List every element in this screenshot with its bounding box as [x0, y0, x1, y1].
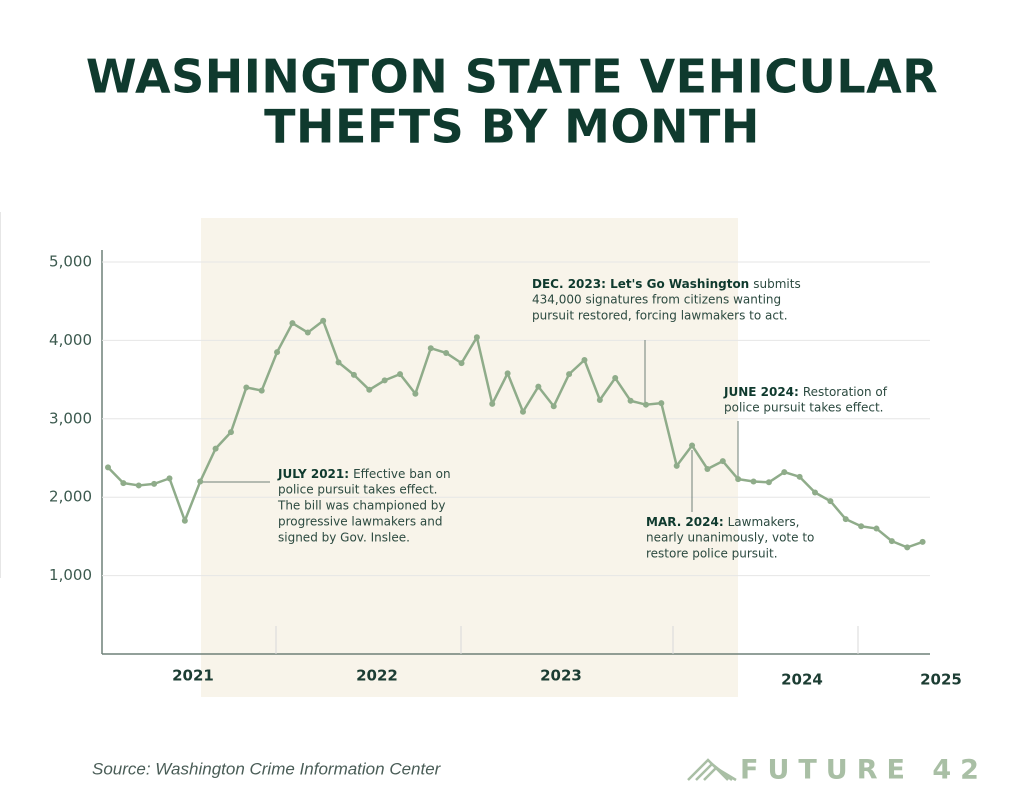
- point: [397, 371, 404, 378]
- chart-title: THEFTS BY MONTH: [264, 100, 760, 154]
- point: [535, 383, 542, 390]
- annotation-bold: JULY 2021:: [277, 467, 349, 481]
- point: [135, 482, 142, 489]
- point: [873, 525, 880, 532]
- point: [673, 462, 680, 469]
- point: [258, 387, 265, 394]
- point: [427, 345, 434, 352]
- point: [612, 375, 619, 382]
- point: [504, 370, 511, 377]
- point: [412, 390, 419, 397]
- annotation: progressive lawmakers and: [278, 515, 442, 529]
- point: [919, 538, 926, 545]
- annotation-text: submits: [753, 277, 800, 291]
- annotation: police pursuit takes effect.: [278, 483, 437, 497]
- point: [197, 478, 204, 485]
- point: [335, 359, 342, 366]
- y-tick-label: 5,000: [49, 253, 92, 271]
- point: [289, 320, 296, 327]
- annotation: JULY 2021: Effective ban on: [277, 467, 451, 481]
- point: [750, 478, 757, 485]
- annotation: pursuit restored, forcing lawmakers to a…: [532, 309, 788, 323]
- x-tick-label: 2022: [356, 667, 398, 685]
- point: [888, 538, 895, 545]
- annotation: The bill was championed by: [277, 499, 445, 513]
- point: [781, 469, 788, 476]
- x-tick-label: 2025: [920, 671, 962, 689]
- logo-peak: [687, 758, 729, 781]
- annotation: nearly unanimously, vote to: [646, 531, 814, 545]
- point: [827, 498, 834, 505]
- point: [212, 445, 219, 452]
- y-tick-label: 1,000: [49, 566, 92, 584]
- annotation-text: Effective ban on: [353, 467, 451, 481]
- point: [105, 464, 111, 471]
- point: [320, 317, 327, 324]
- point: [304, 329, 311, 336]
- point: [596, 396, 603, 403]
- point: [904, 544, 911, 551]
- x-tick-label: 2024: [781, 671, 823, 689]
- annotation: DEC. 2023: Let's Go Washington submits: [532, 277, 801, 291]
- annotation-bold: MAR. 2024:: [646, 515, 724, 529]
- point: [443, 349, 450, 356]
- point: [350, 371, 357, 378]
- annotation-bold: DEC. 2023: Let's Go Washington: [532, 277, 749, 291]
- logo-peak: [703, 766, 737, 782]
- point: [473, 334, 480, 341]
- annotation: JUNE 2024: Restoration of: [723, 385, 888, 399]
- y-tick-label: 3,000: [49, 409, 92, 427]
- y-tick-label: 4,000: [49, 331, 92, 349]
- point: [735, 476, 742, 483]
- point: [181, 517, 188, 524]
- annotation: police pursuit takes effect.: [724, 401, 883, 415]
- point: [704, 465, 711, 472]
- brand: FUTURE 42: [740, 755, 988, 786]
- annotation-bold: JUNE 2024:: [723, 385, 799, 399]
- highlight-period: [201, 218, 738, 697]
- point: [550, 403, 557, 410]
- point: [458, 360, 465, 367]
- chart-title: WASHINGTON STATE VEHICULAR: [86, 50, 938, 104]
- point: [796, 473, 803, 480]
- annotation: 434,000 signatures from citizens wanting: [532, 293, 781, 307]
- point: [842, 516, 849, 523]
- annotation: MAR. 2024: Lawmakers,: [646, 515, 799, 529]
- point: [627, 397, 634, 404]
- annotation-text: Lawmakers,: [728, 515, 800, 529]
- point: [381, 377, 388, 384]
- year-dividers: [275, 626, 859, 654]
- point: [719, 458, 726, 465]
- point: [519, 408, 526, 415]
- point: [658, 400, 665, 407]
- point: [243, 384, 250, 391]
- logo-icon: [687, 758, 737, 782]
- point: [812, 489, 819, 496]
- point: [489, 400, 496, 407]
- source: Source: Washington Crime Information Cen…: [92, 759, 442, 778]
- point: [642, 401, 649, 408]
- point: [227, 429, 234, 436]
- annotation: restore police pursuit.: [646, 547, 778, 561]
- point: [689, 442, 696, 449]
- point: [765, 479, 772, 486]
- point: [120, 480, 127, 487]
- x-tick-label: 2021: [172, 667, 214, 685]
- y-tick-label: 2,000: [49, 488, 92, 506]
- point: [858, 523, 865, 530]
- point: [166, 475, 173, 482]
- point: [366, 386, 373, 393]
- annotation-text: Restoration of: [803, 385, 888, 399]
- point: [566, 371, 573, 378]
- point: [274, 349, 281, 356]
- x-tick-label: 2023: [540, 667, 582, 685]
- point: [581, 357, 588, 363]
- point: [151, 480, 158, 487]
- annotation: signed by Gov. Inslee.: [278, 531, 410, 545]
